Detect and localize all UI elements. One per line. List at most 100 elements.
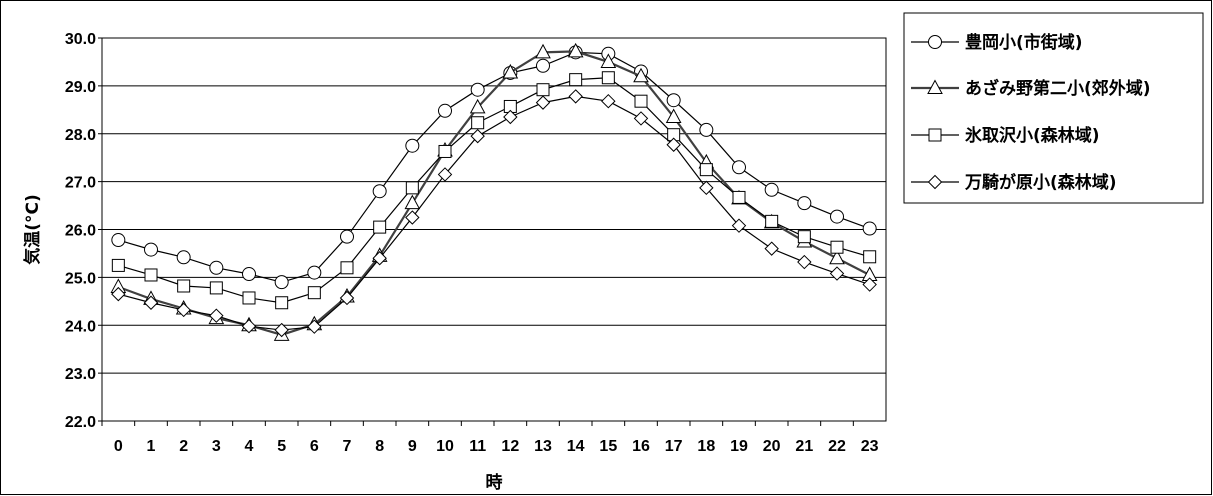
x-tick-label: 22	[828, 438, 846, 455]
data-point-triangle	[600, 53, 617, 68]
data-point-circle	[830, 209, 844, 224]
x-tick-label: 20	[763, 438, 781, 455]
data-point-diamond	[470, 128, 485, 144]
data-point-circle	[242, 267, 256, 282]
data-point-triangle	[535, 43, 551, 59]
x-tick-label: 15	[599, 438, 617, 455]
data-point-circle	[438, 103, 452, 118]
data-point-circle	[340, 229, 354, 244]
data-point-diamond	[666, 137, 681, 152]
data-point-diamond	[405, 210, 420, 225]
data-point-square	[830, 240, 844, 254]
series-3	[111, 71, 877, 310]
data-point-square	[797, 230, 811, 244]
data-point-diamond	[111, 286, 126, 302]
data-point-diamond	[601, 93, 616, 109]
legend-marker-diamond	[927, 174, 943, 190]
legend-item: 万騎が原小(森林域)	[911, 172, 1117, 193]
x-tick-label: 3	[212, 438, 221, 455]
data-point-square	[275, 296, 289, 310]
data-point-circle	[111, 233, 126, 248]
data-point-circle	[209, 260, 224, 275]
x-tick-label: 0	[114, 438, 123, 455]
data-point-square	[863, 250, 877, 264]
y-tick-label: 28.0	[65, 127, 96, 144]
data-point-square	[209, 281, 223, 295]
x-tick-label: 13	[534, 438, 552, 455]
x-tick-label: 4	[245, 438, 254, 455]
x-tick-label: 18	[697, 438, 715, 455]
data-point-circle	[176, 250, 191, 265]
data-point-diamond	[339, 290, 355, 306]
x-tick-label: 7	[343, 438, 352, 455]
x-tick-label: 2	[179, 438, 188, 455]
x-tick-label: 6	[310, 438, 319, 455]
data-point-triangle	[502, 63, 519, 79]
x-tick-label: 1	[147, 438, 156, 455]
data-point-square	[405, 181, 419, 195]
series-4	[111, 89, 877, 338]
data-point-triangle	[665, 108, 682, 123]
legend: 豊岡小(市街域) あざみ野第二小(郊外域) 氷取沢小(森林域) 万騎が原小(森林域)	[903, 12, 1204, 204]
data-point-square	[111, 258, 125, 272]
data-point-circle	[666, 93, 681, 108]
y-tick-label: 30.0	[65, 31, 96, 48]
data-point-square	[699, 163, 713, 177]
data-point-diamond	[209, 308, 224, 323]
data-point-diamond	[829, 266, 845, 281]
data-point-circle	[764, 182, 779, 197]
series-1	[111, 45, 877, 290]
data-point-circle	[274, 275, 289, 290]
data-point-square	[340, 261, 354, 275]
data-point-diamond	[797, 254, 812, 270]
data-point-circle	[372, 184, 387, 199]
data-point-square	[144, 268, 158, 282]
data-point-diamond	[143, 295, 159, 310]
data-point-diamond	[307, 319, 322, 334]
x-axis-title: 時	[486, 472, 503, 493]
y-tick-label: 22.0	[65, 414, 96, 431]
data-point-square	[438, 144, 452, 158]
data-point-square	[471, 116, 485, 130]
data-point-circle	[470, 82, 485, 97]
data-point-circle	[862, 221, 877, 236]
data-point-triangle	[829, 249, 845, 265]
x-tick-label: 10	[436, 438, 454, 455]
y-tick-label: 27.0	[65, 175, 96, 192]
legend-label: 豊岡小(市街域)	[965, 32, 1083, 53]
data-point-square	[765, 214, 779, 228]
legend-item: 豊岡小(市街域)	[911, 32, 1083, 53]
x-tick-label: 19	[730, 438, 748, 455]
x-tick-label: 14	[567, 438, 585, 455]
data-point-diamond	[699, 180, 714, 196]
legend-marker-circle	[928, 35, 942, 49]
data-point-diamond	[731, 218, 747, 233]
data-point-square	[177, 279, 191, 293]
y-tick-label: 24.0	[65, 318, 96, 335]
legend-label: 氷取沢小(森林域)	[965, 125, 1100, 146]
legend-box	[903, 12, 1204, 204]
legend-marker-triangle	[927, 79, 943, 94]
y-tick-label: 23.0	[65, 366, 96, 383]
legend-label: 万騎が原小(森林域)	[964, 172, 1117, 193]
x-tick-label: 12	[501, 438, 519, 455]
data-point-diamond	[437, 167, 453, 182]
data-point-circle	[144, 242, 158, 257]
legend-label: あざみ野第二小(郊外域)	[965, 78, 1151, 99]
legend-marker-square	[928, 128, 942, 142]
data-point-diamond	[274, 322, 289, 338]
x-tick-label: 9	[408, 438, 417, 455]
data-point-diamond	[633, 111, 649, 126]
data-point-diamond	[764, 241, 779, 256]
data-point-circle	[405, 138, 420, 153]
data-point-square	[569, 73, 583, 87]
data-point-circle	[307, 265, 322, 280]
legend-item: あざみ野第二小(郊外域)	[911, 78, 1151, 99]
x-tick-label: 23	[861, 438, 879, 455]
data-point-diamond	[241, 319, 257, 334]
data-point-diamond	[503, 109, 518, 125]
data-point-triangle	[567, 42, 584, 58]
data-point-diamond	[568, 89, 583, 104]
x-tick-label: 17	[665, 438, 683, 455]
